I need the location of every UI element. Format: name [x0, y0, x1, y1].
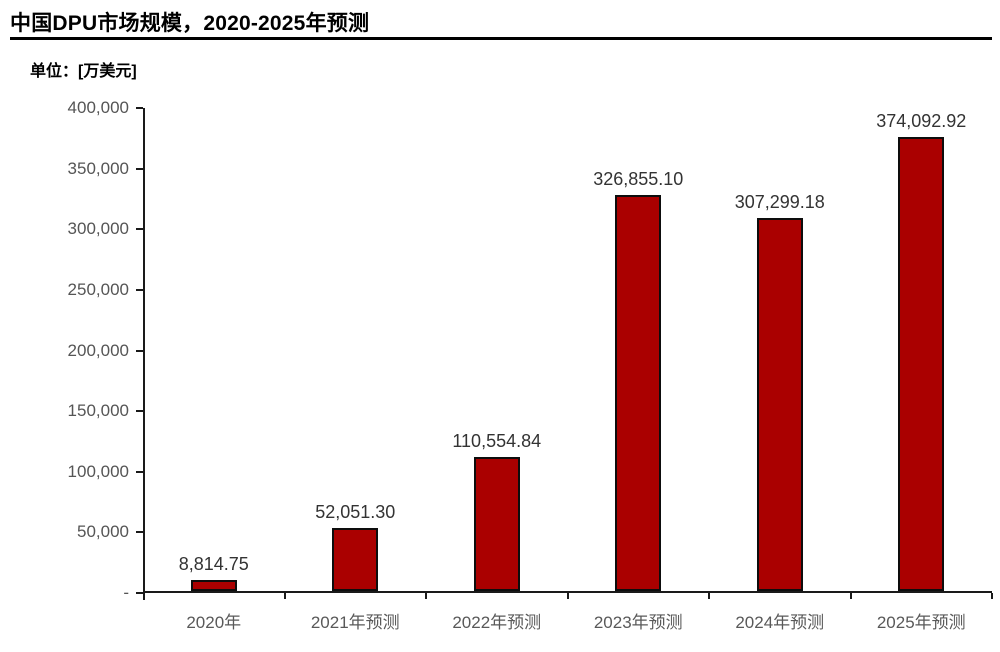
x-axis-tick: [991, 593, 993, 599]
y-axis-tick: [136, 531, 143, 534]
y-axis-tick-label: 50,000: [77, 522, 129, 542]
y-axis-line: [143, 108, 145, 600]
plot-area: - 50,000 100,000 150,000 200,000 250,000 300,0…: [68, 98, 993, 632]
x-axis-line: [143, 591, 992, 593]
y-axis-tick: [136, 410, 143, 413]
bar-value-label: 52,051.30: [315, 502, 396, 522]
title-divider: [10, 37, 992, 40]
y-axis-tick: [136, 288, 143, 291]
x-axis-tick: [283, 593, 286, 599]
bar-2025年预测: [898, 137, 945, 591]
x-axis-tick: [566, 593, 569, 599]
y-axis-tick-label: 300,000: [67, 219, 129, 239]
x-axis-category-label: 2022年预测: [452, 613, 542, 632]
bar-value-label: 8,814.75: [178, 554, 249, 574]
bar-value-label: 374,092.92: [876, 111, 967, 131]
y-axis-tick: [136, 228, 143, 231]
bar-2023年预测: [615, 195, 662, 591]
y-axis-tick-label: 150,000: [67, 401, 129, 421]
y-axis-tick: [136, 167, 143, 170]
x-axis-category-label: 2023年预测: [593, 613, 683, 632]
y-axis-tick-label: 350,000: [67, 158, 129, 178]
y-axis-tick-label: -: [123, 583, 129, 602]
x-axis-tick: [143, 593, 145, 599]
x-axis-tick: [708, 593, 710, 599]
x-axis-category-label: 2020年: [186, 613, 242, 632]
x-axis-tick: [425, 593, 427, 599]
x-axis-category-label: 2021年预测: [310, 613, 400, 632]
bar-2021年预测: [332, 528, 379, 591]
y-axis-tick: [136, 107, 143, 109]
y-axis-tick-label: 250,000: [67, 279, 129, 299]
bar-value-label: 110,554.84: [452, 431, 542, 451]
y-axis-tick: [136, 470, 143, 473]
x-axis-category-label: 2024年预测: [735, 613, 825, 632]
bar-value-label: 326,855.10: [593, 169, 684, 189]
bar-value-label: 307,299.18: [734, 192, 825, 212]
bar-2022年预测: [473, 457, 520, 591]
y-axis-tick-label: 200,000: [67, 340, 129, 360]
y-axis-tick-label: 100,000: [67, 461, 129, 481]
bar-2024年预测: [756, 218, 803, 591]
x-axis-tick: [849, 593, 852, 599]
bar-2020年: [190, 580, 237, 591]
y-axis-tick: [136, 592, 143, 594]
chart-title: 中国DPU市场规模，2020-2025年预测: [10, 12, 370, 35]
x-axis-category-label: 2025年预测: [876, 613, 966, 632]
unit-label: 单位：[万美元]: [30, 63, 137, 80]
y-axis-tick: [136, 349, 143, 352]
y-axis-tick-label: 400,000: [67, 98, 129, 117]
